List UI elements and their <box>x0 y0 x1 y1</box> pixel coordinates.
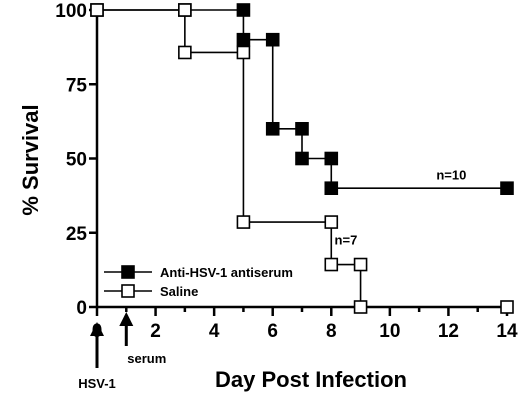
y-tick-label: 75 <box>66 75 88 96</box>
data-point <box>295 122 309 136</box>
data-point <box>236 215 251 229</box>
legend-marker <box>121 284 135 298</box>
x-tick-label: 2 <box>150 321 161 342</box>
x-tick-label: 10 <box>379 321 400 342</box>
y-tick-label: 100 <box>55 1 87 22</box>
x-tick-label: 14 <box>496 321 518 342</box>
data-point <box>324 257 339 272</box>
data-point <box>324 151 339 166</box>
arrow-label: serum <box>127 351 166 366</box>
y-tick-label: 25 <box>66 224 88 245</box>
data-point <box>90 3 104 17</box>
data-point <box>178 45 192 60</box>
legend-label: Saline <box>160 284 198 299</box>
x-axis-title: Day Post Infection <box>215 367 407 392</box>
data-point <box>324 181 339 195</box>
data-point <box>500 300 514 314</box>
n-label: n=10 <box>436 167 466 182</box>
data-point <box>236 32 251 47</box>
data-point <box>265 122 280 136</box>
y-axis-title: % Survival <box>18 104 43 215</box>
data-point <box>236 3 251 17</box>
data-point <box>353 300 368 314</box>
x-tick-label: 6 <box>267 321 278 342</box>
arrow-label: HSV-1 <box>78 376 116 391</box>
series-1 <box>90 3 514 195</box>
legend-marker <box>121 265 135 279</box>
x-tick-label: 4 <box>209 321 220 342</box>
series-layer <box>90 3 514 314</box>
data-point <box>178 3 192 17</box>
data-point <box>265 32 280 47</box>
arrow-head <box>90 322 104 336</box>
legend-label: Anti-HSV-1 antiserum <box>160 265 293 280</box>
x-tick-label: 12 <box>438 321 459 342</box>
arrow-head <box>119 312 134 326</box>
data-point <box>324 215 339 229</box>
y-tick-label: 0 <box>76 298 87 319</box>
series-2 <box>90 3 514 314</box>
series-line <box>97 9 507 308</box>
data-point <box>236 45 251 60</box>
n-label: n=7 <box>335 233 358 248</box>
y-tick-label: 50 <box>66 150 87 171</box>
annotations: n=10 n=7 HSV-1 serum <box>78 167 466 391</box>
data-point <box>500 181 514 195</box>
data-point <box>353 257 368 272</box>
axes: 025507510002468101214 <box>55 1 518 342</box>
data-point <box>295 151 309 166</box>
x-tick-label: 8 <box>326 321 337 342</box>
legend: Anti-HSV-1 antiserum Saline <box>104 265 293 299</box>
